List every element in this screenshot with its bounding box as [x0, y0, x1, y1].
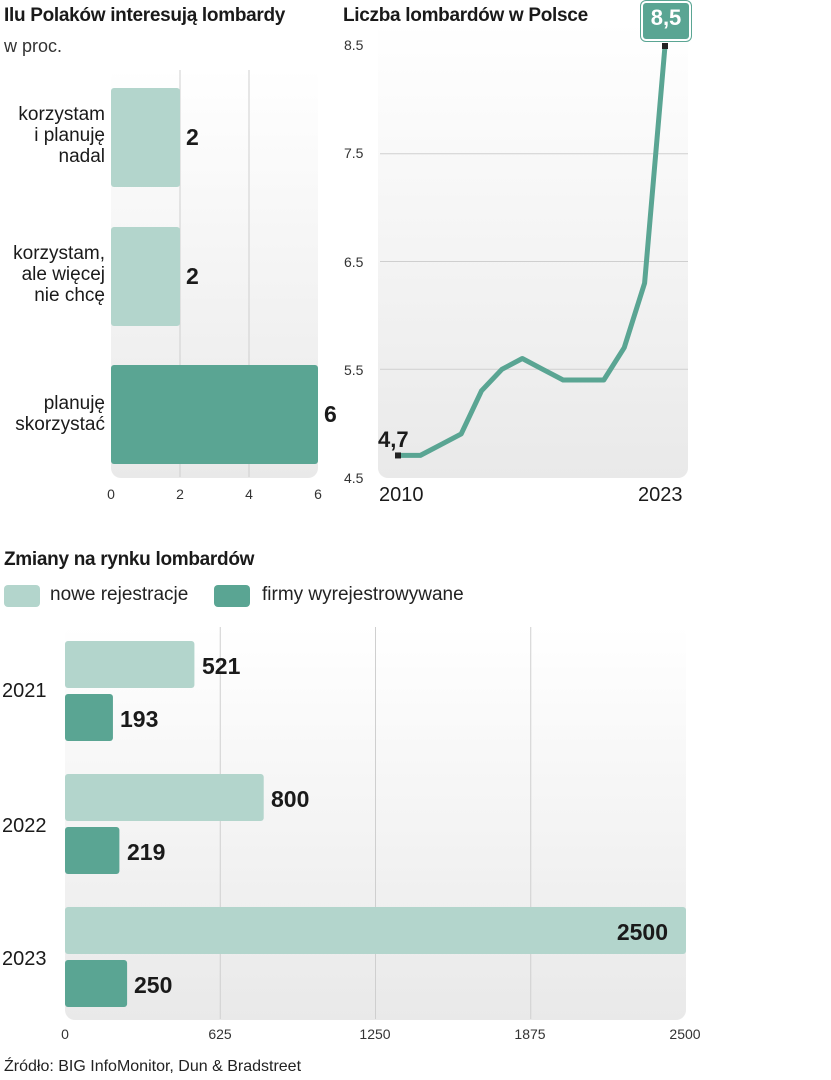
chart3-value-label: 800 — [271, 786, 310, 812]
chart2-end-value-badge — [641, 1, 691, 41]
legend-swatch-deregistered — [214, 585, 250, 607]
chart2-end-value-label: 8,5 — [650, 5, 682, 30]
chart3-bar — [65, 827, 120, 874]
chart1-bar — [111, 227, 180, 326]
chart3-category-label: 2023 — [2, 948, 47, 970]
chart1-x-tick: 6 — [314, 486, 322, 502]
chart1-subtitle: w proc. — [4, 36, 63, 56]
chart2-y-tick: 8.5 — [344, 37, 364, 53]
chart2-x-label-end: 2023 — [638, 484, 683, 506]
chart1-category-label: korzystam, ale więcej nie chcę — [13, 243, 105, 306]
chart1-value-label: 6 — [324, 401, 337, 427]
chart3-title: Zmiany na rynku lombardów — [4, 549, 255, 570]
chart2-start-value-label: 4,7 — [378, 427, 409, 452]
chart2-y-tick: 6.5 — [344, 254, 364, 270]
chart3-bar — [65, 694, 113, 741]
chart1-value-label: 2 — [186, 124, 199, 150]
chart1-bar — [111, 365, 318, 464]
chart3-bar — [65, 641, 195, 688]
chart1-plot — [111, 70, 318, 477]
legend-label-deregistered: firmy wyrejestrowywane — [262, 584, 464, 605]
chart2-series-line — [397, 43, 668, 458]
chart3-category-label: 2022 — [2, 815, 47, 837]
chart3-x-tick: 625 — [208, 1026, 232, 1042]
chart2-y-tick: 4.5 — [344, 470, 364, 486]
chart2-y-tick: 5.5 — [344, 362, 364, 378]
chart3-category-label: 2021 — [2, 680, 47, 702]
chart1-category-label: korzystam i planuję nadal — [18, 104, 105, 167]
chart3-value-label: 521 — [202, 653, 241, 679]
chart3-bar — [65, 774, 264, 821]
chart2-end-point — [662, 43, 668, 49]
chart1-bar — [111, 88, 180, 187]
chart2-plot — [380, 43, 688, 459]
chart1-category-label: planuję skorzystać — [15, 393, 105, 435]
chart3-bar — [65, 907, 686, 954]
chart3-value-label: 193 — [120, 706, 159, 732]
chart3-value-label: 219 — [127, 839, 166, 865]
chart3-x-tick: 0 — [61, 1026, 69, 1042]
chart1-title: Ilu Polaków interesują lombardy — [4, 5, 286, 26]
chart3-value-label: 250 — [134, 972, 173, 998]
chart3-x-tick: 2500 — [669, 1026, 701, 1042]
chart2-panel — [378, 22, 688, 478]
chart1-x-tick: 2 — [176, 486, 184, 502]
source-note: Źródło: BIG InfoMonitor, Dun & Bradstree… — [4, 1058, 302, 1075]
chart2-y-tick: 7.5 — [344, 145, 364, 161]
chart2-x-label-start: 2010 — [379, 484, 424, 506]
chart3-bar — [65, 960, 128, 1007]
chart1-x-tick: 4 — [245, 486, 253, 502]
chart2-title: Liczba lombardów w Polsce — [343, 5, 588, 26]
chart1-x-tick: 0 — [107, 486, 115, 502]
chart3-value-label: 2500 — [616, 919, 668, 945]
chart1-value-label: 2 — [186, 263, 199, 289]
chart3-x-tick: 1875 — [514, 1026, 546, 1042]
chart3-x-tick: 1250 — [359, 1026, 391, 1042]
legend-label-new-registrations: nowe rejestracje — [50, 584, 189, 605]
legend-swatch-new-registrations — [4, 585, 40, 607]
chart2-start-point — [395, 452, 401, 459]
